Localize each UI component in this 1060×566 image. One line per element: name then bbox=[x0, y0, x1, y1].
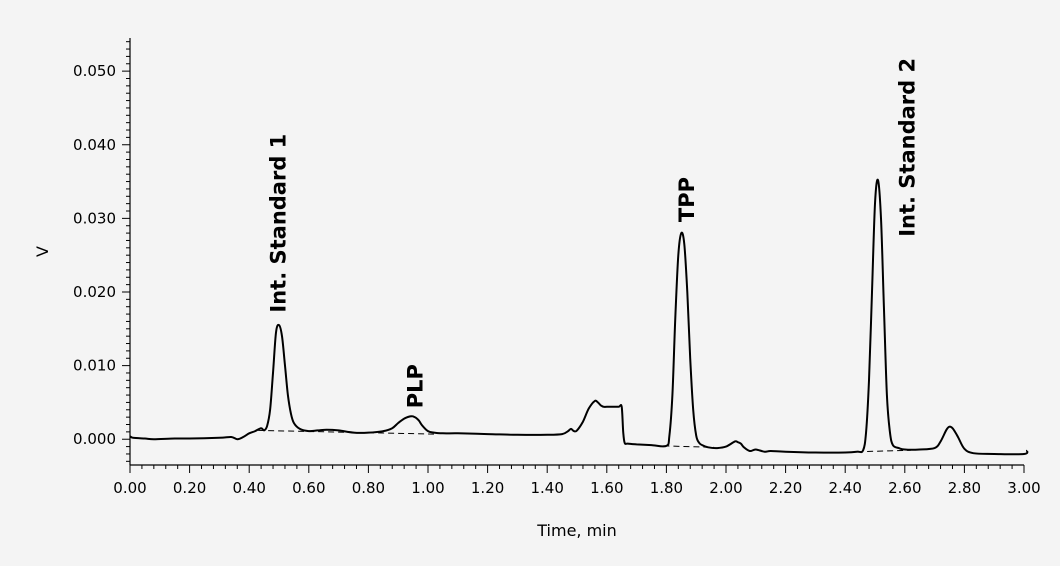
y-tick-label: 0.050 bbox=[73, 62, 116, 80]
x-tick-label: 0.60 bbox=[292, 479, 325, 497]
x-tick-label: 1.80 bbox=[650, 479, 683, 497]
peak-label: PLP bbox=[404, 364, 428, 408]
x-tick-label: 0.20 bbox=[173, 479, 206, 497]
y-tick-label: 0.030 bbox=[73, 209, 116, 227]
y-tick-label: 0.020 bbox=[73, 283, 116, 301]
x-tick-label: 2.60 bbox=[888, 479, 921, 497]
x-tick-label: 3.00 bbox=[1007, 479, 1040, 497]
tick-marks bbox=[122, 41, 1025, 473]
y-tick-labels: 0.000 0.010 0.020 0.030 0.040 0.050 bbox=[73, 62, 116, 448]
x-tick-label: 2.80 bbox=[948, 479, 981, 497]
x-tick-label: 1.00 bbox=[411, 479, 444, 497]
peak-annotations: Int. Standard 1 PLP TPP Int. Standard 2 bbox=[267, 58, 920, 408]
x-tick-label: 0.40 bbox=[232, 479, 265, 497]
x-tick-label: 1.60 bbox=[590, 479, 623, 497]
x-tick-label: 0.00 bbox=[113, 479, 146, 497]
x-tick-label: 2.40 bbox=[828, 479, 861, 497]
chromatogram-trace bbox=[129, 178, 1029, 456]
axes bbox=[129, 38, 1024, 466]
y-tick-label: 0.040 bbox=[73, 136, 116, 154]
x-tick-labels: 0.00 0.20 0.40 0.60 0.80 1.00 1.20 1.40 1.60 1.80… bbox=[113, 479, 1040, 497]
peak-label: Int. Standard 2 bbox=[895, 58, 919, 237]
y-tick-label: 0.010 bbox=[73, 357, 116, 375]
x-tick-label: 0.80 bbox=[352, 479, 385, 497]
y-axis-title: V bbox=[33, 246, 52, 257]
peak-label: Int. Standard 1 bbox=[267, 134, 291, 313]
x-tick-label: 2.20 bbox=[769, 479, 802, 497]
x-tick-label: 2.00 bbox=[709, 479, 742, 497]
x-tick-label: 1.20 bbox=[471, 479, 504, 497]
x-axis-title: Time, min bbox=[536, 521, 617, 540]
traces bbox=[129, 178, 1029, 456]
integration-baseline bbox=[857, 449, 911, 453]
peak-label: TPP bbox=[675, 177, 699, 222]
x-tick-label: 1.40 bbox=[530, 479, 563, 497]
y-tick-label: 0.000 bbox=[73, 430, 116, 448]
